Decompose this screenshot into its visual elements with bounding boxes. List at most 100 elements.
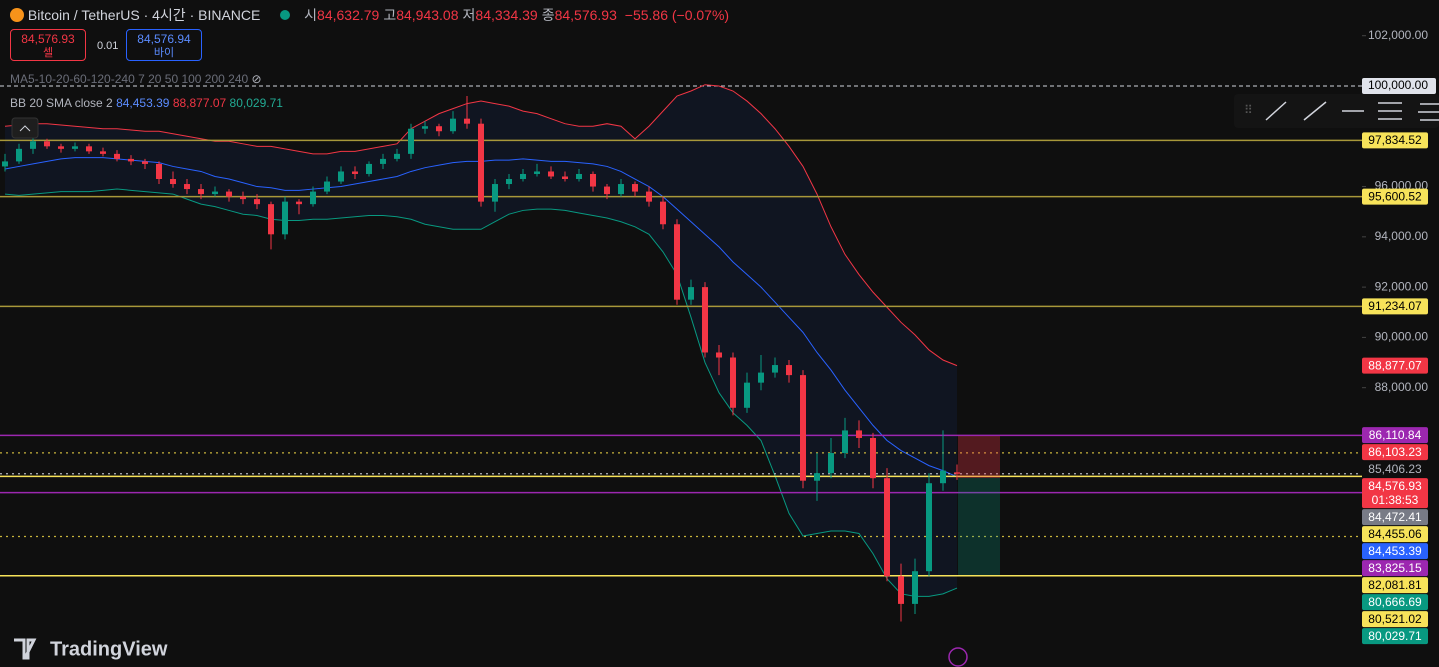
toolbar-bg [1234, 94, 1439, 128]
ohlc-label: 저 [462, 7, 476, 23]
candle-body [352, 171, 358, 174]
bb-middle: 84,453.39 [116, 96, 170, 110]
price-tag [1362, 560, 1428, 577]
ohlc: 시84,632.79 고84,943.08 저84,334.39 종84,576.93 [304, 7, 621, 23]
candle-body [30, 141, 36, 149]
candle-body [954, 472, 960, 474]
candle-body [744, 382, 750, 408]
ohlc-value: 84,943.08 [396, 7, 459, 23]
y-tick-label: 92,000.00 [1375, 279, 1429, 293]
bb-name: BB 20 SMA close 2 [10, 96, 113, 110]
alert-icon[interactable] [948, 647, 968, 667]
sell-button[interactable]: 84,576.93 셀 [10, 29, 86, 61]
buy-price: 84,576.94 [137, 32, 191, 46]
candle-body [44, 141, 50, 147]
price-tag-label: 85,406.23 [1368, 462, 1422, 476]
candle-body [464, 118, 470, 124]
candle-body [226, 191, 232, 197]
candle-body [940, 470, 946, 484]
candle-body [786, 365, 792, 376]
price-tag-label: 80,666.69 [1368, 595, 1422, 609]
candle-body [870, 437, 876, 479]
plot-layer [0, 84, 1362, 622]
candle-body [240, 196, 246, 200]
price-tag-label: 84,472.41 [1368, 510, 1422, 524]
candle-body [534, 171, 540, 174]
price-tag-label: 86,110.84 [1369, 428, 1422, 442]
candle-body [310, 191, 316, 205]
coin-icon [10, 8, 24, 22]
y-tick-label: 94,000.00 [1375, 229, 1429, 243]
price-tag [1362, 611, 1428, 628]
price-tag [1362, 461, 1428, 478]
ohlc-label: 고 [383, 7, 397, 23]
fib-tool[interactable] [1378, 102, 1402, 120]
position-target-zone [958, 478, 1000, 575]
candle-body [170, 179, 176, 185]
ohlc-item: 시84,632.79 [304, 7, 379, 23]
price-tag [1362, 357, 1428, 374]
candle-body [142, 161, 148, 164]
price-tag-label: 91,234.07 [1368, 299, 1422, 313]
y-tick-label: 88,000.00 [1375, 380, 1429, 394]
crosshair-label: 100,000.00 [1368, 78, 1428, 92]
price-tag [1362, 188, 1428, 205]
trendline-tool[interactable] [1265, 101, 1287, 121]
buy-label: 바이 [153, 47, 175, 59]
bb-upper: 88,877.07 [172, 96, 227, 110]
candle-body [898, 576, 904, 604]
candle-body [716, 352, 722, 358]
candle-body [842, 430, 848, 454]
price-tag-label: 95,600.52 [1368, 189, 1422, 203]
candle-body [926, 483, 932, 572]
price-tag [1362, 526, 1428, 543]
y-tick-label: 102,000.00 [1368, 28, 1428, 42]
bb-legend: BB 20 SMA close 2 84,453.39 88,877.07 80… [10, 96, 283, 110]
candle-body [128, 158, 134, 162]
candle-body [324, 181, 330, 192]
ohlc-value: 84,334.39 [475, 7, 538, 23]
price-tag-label: 97,834.52 [1368, 133, 1422, 147]
price-tag-label: 83,825.15 [1368, 561, 1422, 575]
channel-tool[interactable] [1418, 103, 1439, 121]
candle-body [674, 224, 680, 300]
candle-body [380, 158, 386, 164]
ma-legend: MA5-10-20-60-120-240 7 20 50 100 200 240… [10, 72, 262, 86]
drawing-toolbar[interactable]: ⠿ [1234, 94, 1439, 128]
candle-body [660, 201, 666, 225]
change: −55.86 (−0.07%) [624, 7, 730, 23]
candle-body [212, 191, 218, 195]
bb-lower [4, 188, 958, 597]
logo-mark [14, 638, 37, 660]
candle-body [184, 184, 190, 190]
collapse-button[interactable] [11, 117, 39, 139]
ray-tool[interactable] [1303, 101, 1327, 121]
price-tag [1362, 427, 1428, 444]
price-tag-label: 80,521.02 [1368, 612, 1422, 626]
candle-body [72, 146, 78, 149]
price-tag-label: 84,455.06 [1368, 527, 1422, 541]
ohlc-value: 84,632.79 [317, 7, 380, 23]
candle-body [282, 201, 288, 235]
candle-body [478, 123, 484, 202]
price-tag [1362, 509, 1428, 526]
candle-body [576, 173, 582, 180]
buy-button[interactable]: 84,576.94 바이 [126, 29, 202, 61]
candle-body [730, 357, 736, 408]
price-tag [1362, 543, 1428, 560]
bb-fill [5, 84, 957, 597]
countdown: 01:38:53 [1372, 493, 1419, 507]
candle-body [856, 430, 862, 438]
candle-body [688, 287, 694, 300]
hide-icon[interactable]: ⊘ [251, 72, 262, 86]
candle-body [800, 375, 806, 481]
price-tag [1362, 298, 1428, 315]
candle-body [590, 173, 596, 187]
candle-body [198, 189, 204, 195]
ohlc-item: 고84,943.08 [383, 7, 458, 23]
candle-body [296, 201, 302, 205]
candle-body [450, 118, 456, 132]
candle-body [632, 184, 638, 192]
